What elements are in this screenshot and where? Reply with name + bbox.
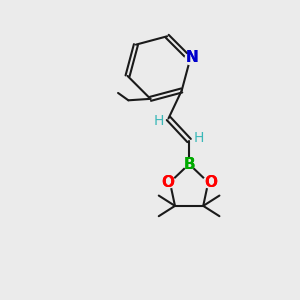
Text: O: O	[161, 175, 174, 190]
Circle shape	[165, 177, 175, 188]
Text: O: O	[204, 175, 217, 190]
Text: O: O	[161, 175, 174, 190]
Circle shape	[185, 54, 195, 64]
Text: H: H	[193, 130, 204, 145]
Text: H: H	[154, 114, 164, 128]
Circle shape	[203, 177, 214, 188]
Circle shape	[184, 159, 194, 170]
Text: B: B	[183, 157, 195, 172]
Text: N: N	[186, 50, 199, 65]
Text: O: O	[204, 175, 217, 190]
Text: N: N	[186, 50, 199, 65]
Text: B: B	[183, 157, 195, 172]
